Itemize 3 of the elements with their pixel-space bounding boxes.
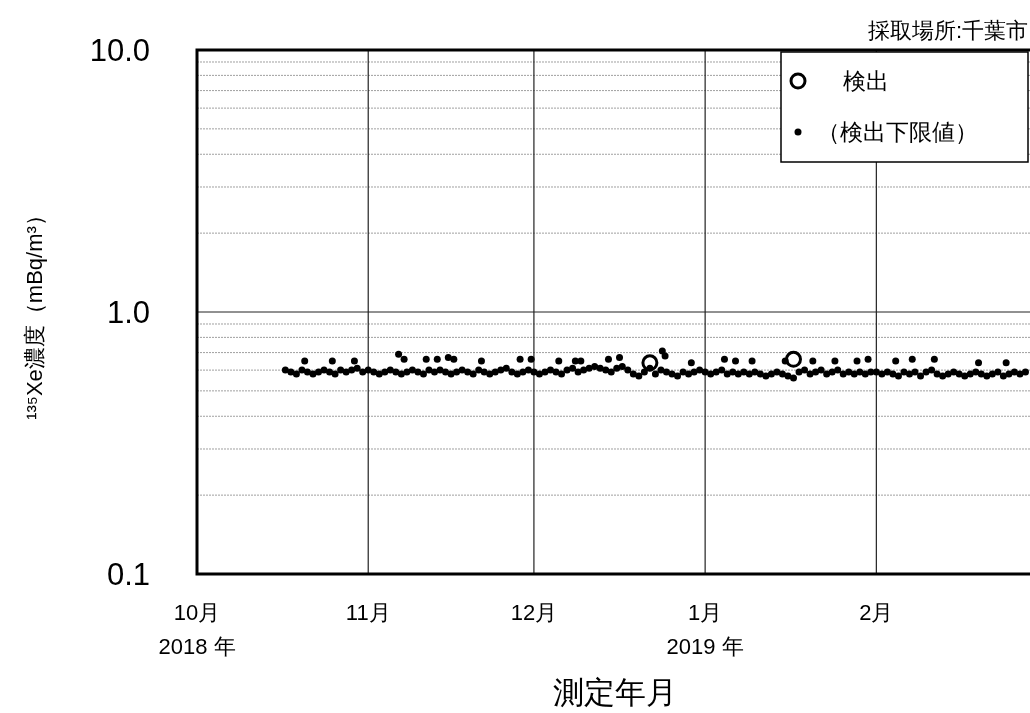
annotation: 採取場所:千葉市: [867, 18, 1028, 43]
ylabel: ¹³⁵Xe濃度（mBq/m³）: [22, 204, 47, 420]
xlabel: 測定年月: [553, 675, 677, 710]
